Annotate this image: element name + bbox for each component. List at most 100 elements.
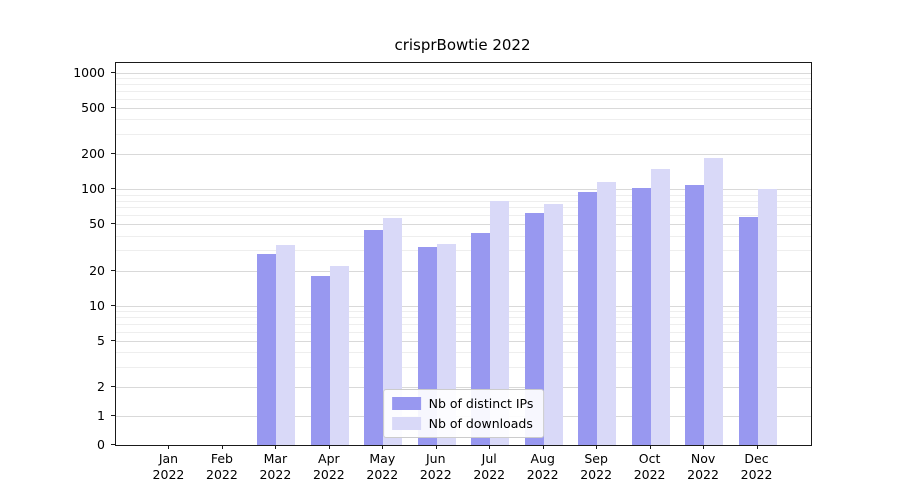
gridline-minor [116,133,811,135]
gridline-minor [116,366,811,368]
gridline-major [116,387,811,388]
y-tick-mark [111,386,115,387]
y-tick-mark [111,153,115,155]
x-tick-mark [649,445,651,449]
chart-title: crisprBowtie 2022 [394,36,531,54]
y-tick-mark [111,415,115,416]
legend-label: Nb of distinct IPs [428,396,534,411]
legend: Nb of distinct IPs Nb of downloads [382,389,545,438]
y-tick-label: 1000 [73,65,105,81]
x-tick-label: Sep 2022 [580,451,613,482]
y-tick-label: 50 [89,216,105,232]
x-tick-mark [756,445,758,449]
gridline-minor [116,215,811,217]
legend-label: Nb of downloads [428,416,533,431]
gridline-minor [116,316,811,318]
y-tick-label: 100 [81,181,105,197]
x-tick-label: Nov 2022 [687,451,719,482]
x-tick-label: Oct 2022 [633,451,666,482]
bar-ips-4 [364,229,384,445]
gridline-major [116,305,811,307]
gridline-major [116,224,811,226]
x-tick-mark [275,445,277,449]
bar-downloads-4 [383,217,403,445]
y-tick-label: 10 [89,297,105,313]
bar-downloads-2 [276,245,296,445]
gridline-minor [116,250,811,252]
y-tick-label: 2 [97,379,105,394]
x-tick-label: Dec 2022 [740,451,773,482]
gridline-minor [116,311,811,313]
legend-item: Nb of distinct IPs [391,396,534,411]
y-tick-mark [111,107,115,109]
y-tick-label: 0 [97,437,105,452]
bar-downloads-6 [490,200,510,445]
bar-downloads-10 [704,158,724,445]
gridline-minor [116,84,811,86]
x-tick-label: Jan 2022 [152,451,185,482]
gridline-minor [116,200,811,202]
gridline-major [116,108,811,110]
x-tick-mark [489,445,491,449]
bar-ips-7 [524,212,544,445]
legend-swatch [391,397,421,410]
y-tick-mark [111,72,115,74]
bar-ips-8 [578,192,598,445]
bar-downloads-9 [650,168,670,445]
x-tick-label: Mar 2022 [259,451,292,482]
y-tick-mark [111,269,115,271]
gridline-minor [116,351,811,353]
y-tick-label: 200 [81,146,105,162]
x-tick-mark [328,445,330,449]
x-tick-mark [542,445,544,449]
bar-ips-9 [631,187,651,445]
legend-swatch [391,417,421,430]
bar-downloads-8 [597,182,617,445]
x-tick-label: Jul 2022 [473,451,506,482]
gridline-minor [116,98,811,100]
gridline-minor [116,323,811,325]
bar-downloads-11 [757,189,777,445]
bar-downloads-3 [329,265,349,445]
gridline-minor [116,78,811,80]
bar-ips-11 [738,216,758,445]
x-tick-mark [168,445,170,449]
gridline-major [116,189,811,191]
legend-item: Nb of downloads [391,416,534,431]
y-tick-label: 5 [97,332,105,348]
plot-area: Nb of distinct IPs Nb of downloads [115,62,812,446]
bar-ips-10 [685,184,705,445]
gridline-minor [116,91,811,93]
y-tick-label: 20 [89,262,105,278]
gridline-minor [116,331,811,333]
x-tick-mark [221,445,223,449]
gridline-major [116,73,811,75]
gridline-minor [116,194,811,196]
bar-ips-2 [257,253,277,445]
y-tick-mark [111,223,115,225]
y-tick-label: 1 [97,408,105,423]
x-tick-label: Feb 2022 [206,451,238,482]
gridline-major [116,270,811,272]
y-tick-label: 500 [81,100,105,116]
x-tick-mark [435,445,437,449]
y-tick-mark [111,188,115,190]
x-tick-mark [596,445,598,449]
x-tick-label: Aug 2022 [526,451,559,482]
gridline-major [116,154,811,156]
x-tick-label: Apr 2022 [312,451,345,482]
bar-ips-3 [310,276,330,445]
bar-downloads-7 [543,203,563,445]
y-tick-mark [111,444,115,445]
x-tick-mark [703,445,705,449]
y-tick-mark [111,339,115,341]
x-tick-mark [382,445,384,449]
x-tick-label: Jun 2022 [419,451,452,482]
gridline-major [116,340,811,342]
gridline-minor [116,119,811,121]
gridline-minor [116,207,811,209]
x-tick-label: May 2022 [366,451,399,482]
y-tick-mark [111,304,115,306]
gridline-minor [116,235,811,237]
